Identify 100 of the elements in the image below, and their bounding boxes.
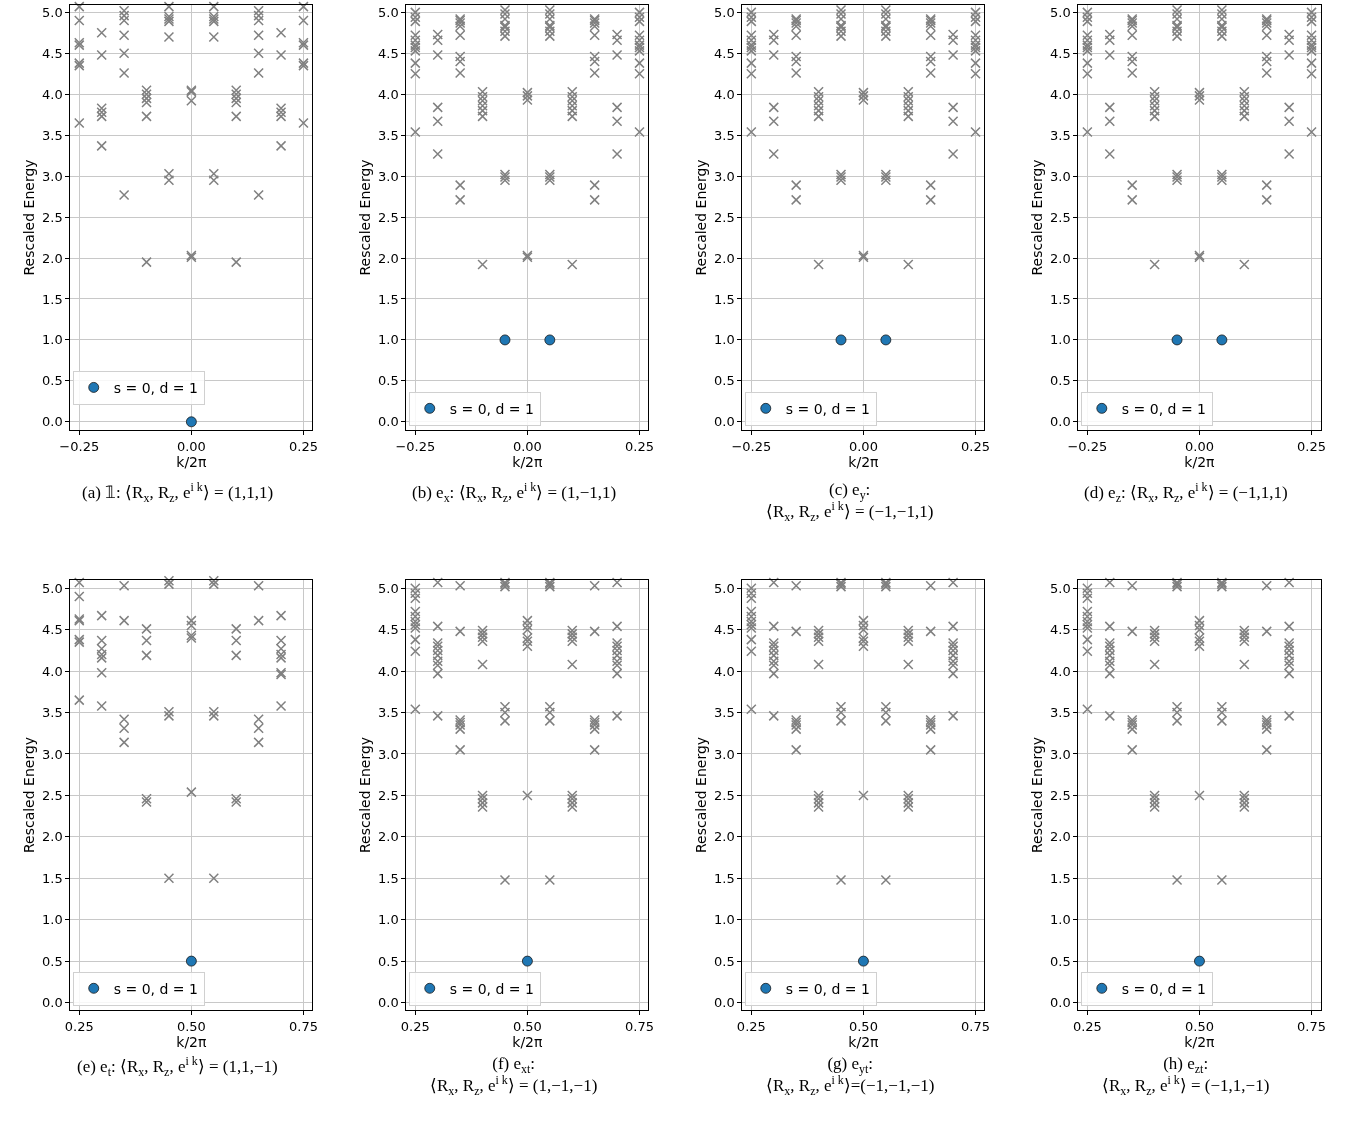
y-tick-label: 1.0 bbox=[714, 332, 735, 348]
y-axis-title: Rescaled Energy bbox=[1028, 159, 1045, 276]
y-tick-label: 4.0 bbox=[42, 663, 63, 679]
point bbox=[275, 635, 287, 646]
y-tick-label: 0.0 bbox=[714, 414, 735, 430]
y-tick-label: 0.5 bbox=[714, 373, 735, 389]
point bbox=[163, 706, 175, 717]
y-tick-label: 4.5 bbox=[42, 45, 63, 61]
point bbox=[275, 700, 287, 712]
point bbox=[163, 710, 175, 722]
x-tick-label: 0.50 bbox=[176, 1018, 206, 1034]
y-tick-label: 2.0 bbox=[378, 250, 399, 266]
y-tick-label: 2.0 bbox=[42, 829, 63, 845]
y-tick-label: 3.0 bbox=[42, 746, 63, 762]
point bbox=[96, 643, 107, 655]
point bbox=[230, 623, 242, 635]
legend-label: s = 0, d = 1 bbox=[113, 379, 198, 396]
y-tick-label: 1.5 bbox=[378, 291, 399, 307]
point bbox=[253, 737, 264, 748]
y-tick-label: 1.0 bbox=[42, 912, 63, 928]
y-tick-label: 4.0 bbox=[714, 663, 735, 679]
point bbox=[96, 652, 107, 664]
point bbox=[141, 635, 152, 646]
x-tick-label: 0.25 bbox=[1072, 1018, 1102, 1034]
y-tick-label: 4.5 bbox=[714, 45, 735, 61]
x-tick-label: 0.50 bbox=[1184, 1018, 1214, 1034]
y-tick-label: 5.0 bbox=[714, 580, 735, 596]
point bbox=[253, 580, 264, 592]
y-axis-title: Rescaled Energy bbox=[692, 159, 709, 276]
y-tick-label: 2.0 bbox=[714, 250, 735, 266]
point bbox=[186, 620, 197, 631]
y-tick-label: 0.0 bbox=[1050, 414, 1071, 430]
x-tick-label: 0.00 bbox=[176, 438, 206, 454]
x-tick-label: −0.25 bbox=[59, 438, 100, 454]
y-tick-label: 0.5 bbox=[378, 953, 399, 969]
text: (g) e$_{yt}$: ⟨R$_{x}$, R$_{z}$, e$^{i k}$⟩=(−1,−1,−1) bbox=[766, 1054, 935, 1098]
x-axis-title: k/2π bbox=[512, 1033, 544, 1050]
x-axis-title: k/2π bbox=[512, 453, 544, 470]
x-tick-label: 0.25 bbox=[961, 438, 990, 454]
y-axis-title: Rescaled Energy bbox=[1028, 736, 1045, 854]
y-tick-label: 4.0 bbox=[378, 663, 399, 679]
point bbox=[74, 694, 85, 706]
x-tick-label: −0.25 bbox=[395, 438, 436, 454]
y-tick-label: 0.5 bbox=[1050, 953, 1071, 969]
y-tick-label: 3.5 bbox=[42, 705, 63, 721]
x-tick-label: 0.25 bbox=[288, 438, 318, 454]
point bbox=[208, 873, 220, 884]
y-tick-label: 4.5 bbox=[42, 622, 63, 638]
y-tick-label: 0.0 bbox=[1050, 995, 1071, 1011]
y-tick-label: 2.0 bbox=[1050, 829, 1071, 845]
y-tick-label: 4.5 bbox=[714, 622, 735, 638]
text: (e) e$_{t}$: ⟨R$_{x}$, R$_{z}$, e$^{i k}$⟩ = (1,1,−1) bbox=[77, 1054, 278, 1079]
y-axis-title: Rescaled Energy bbox=[356, 159, 373, 276]
legend-label: s = 0, d = 1 bbox=[449, 980, 534, 997]
y-tick-label: 0.5 bbox=[42, 953, 63, 969]
legend-label: s = 0, d = 1 bbox=[1121, 400, 1206, 417]
x-tick-label: 0.00 bbox=[512, 438, 542, 454]
point bbox=[186, 786, 197, 798]
x-tick-label: −0.25 bbox=[731, 438, 772, 454]
y-tick-label: 2.0 bbox=[714, 829, 735, 845]
y-tick-label: 0.0 bbox=[42, 414, 63, 430]
x-tick-label: 0.50 bbox=[848, 1018, 878, 1034]
y-tick-label: 3.5 bbox=[714, 705, 735, 721]
y-axis-title: Rescaled Energy bbox=[20, 736, 37, 854]
y-tick-label: 4.5 bbox=[378, 622, 399, 638]
point bbox=[275, 652, 287, 664]
y-tick-label: 0.5 bbox=[42, 373, 63, 389]
x-axis-title: k/2π bbox=[1184, 1033, 1216, 1050]
point bbox=[141, 650, 152, 661]
y-tick-label: 2.5 bbox=[42, 787, 63, 803]
point bbox=[275, 610, 287, 621]
x-tick-label: 0.25 bbox=[64, 1018, 94, 1034]
y-tick-label: 2.5 bbox=[378, 209, 399, 225]
x-axis-title: k/2π bbox=[848, 453, 880, 470]
point bbox=[96, 649, 107, 660]
x-tick-label: 0.75 bbox=[1297, 1018, 1327, 1034]
point bbox=[118, 723, 130, 734]
point bbox=[96, 667, 107, 679]
point bbox=[74, 577, 85, 588]
y-tick-label: 2.5 bbox=[714, 209, 735, 225]
x-tick-label: 0.25 bbox=[625, 438, 654, 454]
y-tick-label: 3.5 bbox=[378, 127, 399, 143]
point bbox=[230, 635, 242, 646]
x-axis-title: k/2π bbox=[176, 1033, 208, 1050]
point bbox=[118, 580, 130, 592]
text: (d) e$_{z}$: ⟨R$_{x}$, R$_{z}$, e$^{i k}$⟩ = (−1,1,1) bbox=[1084, 480, 1288, 505]
y-tick-label: 1.0 bbox=[1050, 332, 1071, 348]
y-tick-label: 1.5 bbox=[42, 291, 63, 307]
y-tick-label: 1.0 bbox=[42, 332, 63, 348]
point bbox=[230, 650, 242, 661]
y-tick-label: 4.5 bbox=[378, 45, 399, 61]
point bbox=[118, 615, 130, 626]
point bbox=[230, 796, 242, 808]
y-tick-label: 3.5 bbox=[42, 127, 63, 143]
y-tick-label: 0.0 bbox=[714, 995, 735, 1011]
y-tick-label: 2.5 bbox=[714, 787, 735, 803]
x-tick-label: 0.75 bbox=[288, 1018, 318, 1034]
y-tick-label: 4.5 bbox=[1050, 45, 1071, 61]
y-tick-label: 4.0 bbox=[1050, 86, 1071, 102]
y-axis-title: Rescaled Energy bbox=[356, 736, 373, 854]
